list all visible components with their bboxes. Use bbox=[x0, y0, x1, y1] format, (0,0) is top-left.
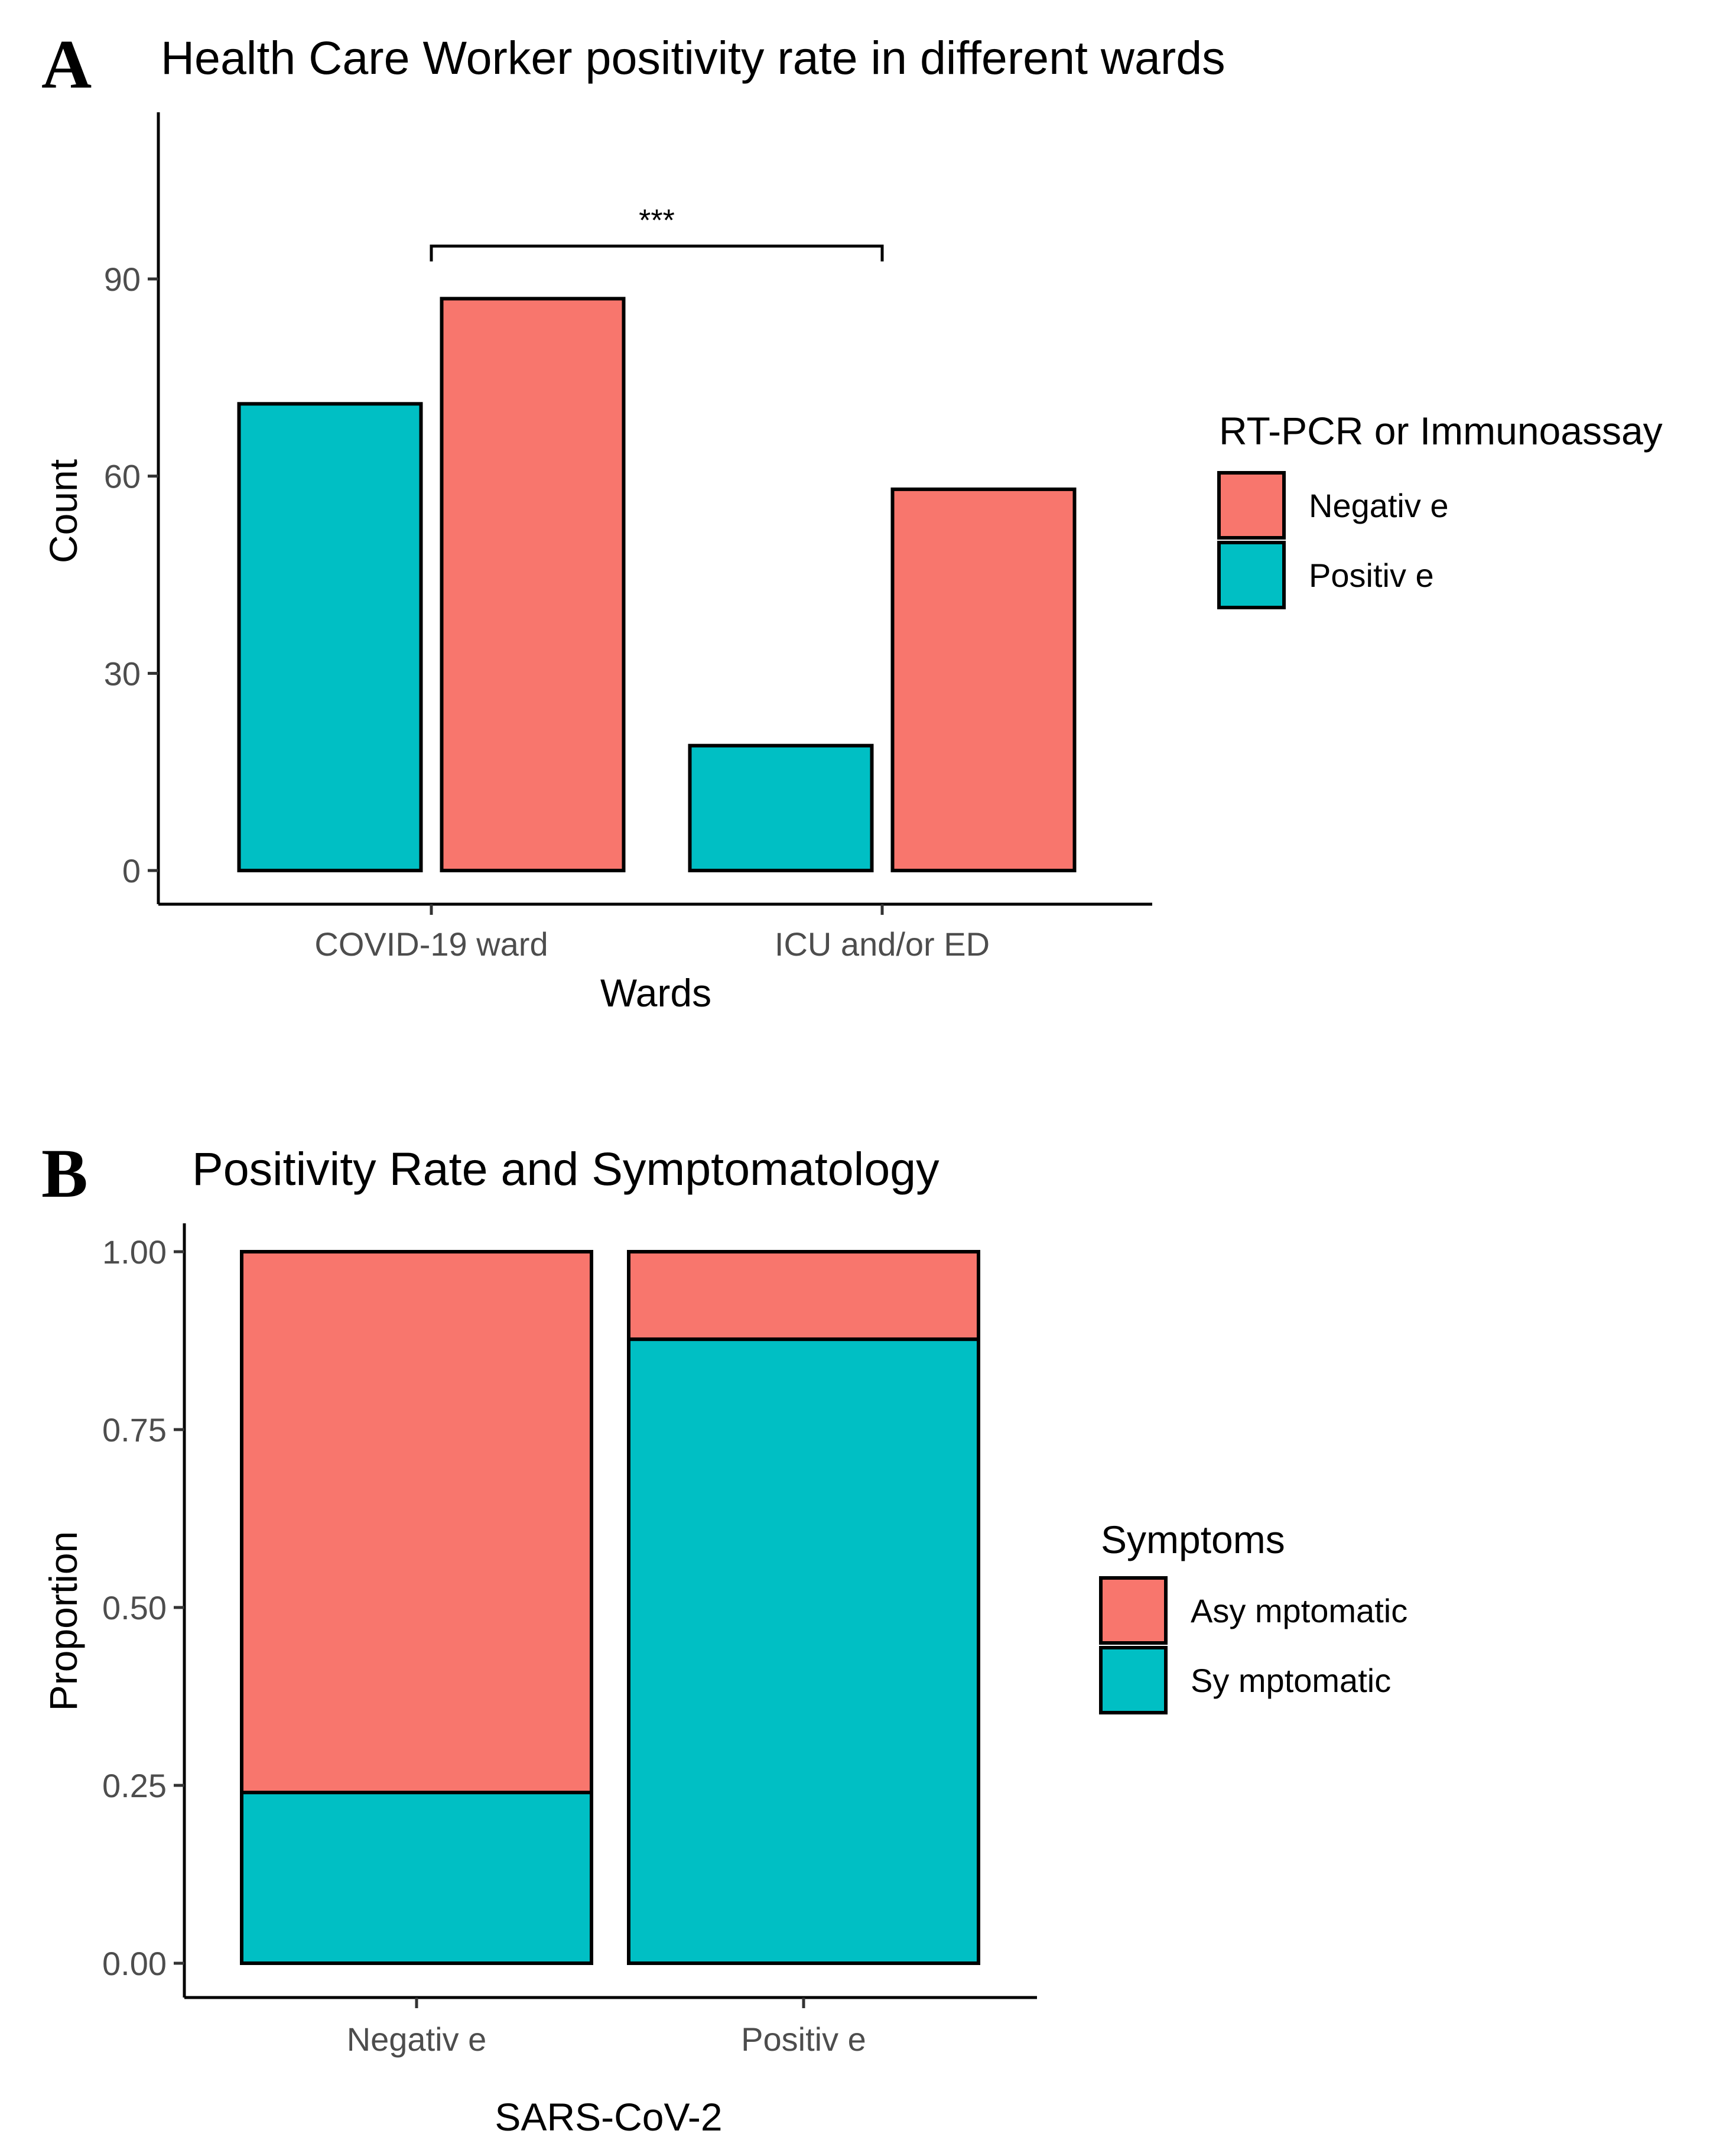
chart-b-y-tick-label: 1.00 bbox=[102, 1233, 167, 1271]
chart-a-title: Health Care Worker positivity rate in di… bbox=[161, 31, 1225, 84]
chart-a-y-tick-label: 0 bbox=[122, 852, 141, 889]
chart-b-y-axis-title: Proportion bbox=[41, 1531, 85, 1711]
chart-a-legend-label: Negativ e bbox=[1309, 487, 1449, 524]
chart-a-bar-negative-2 bbox=[890, 487, 1077, 872]
chart-b-legend-label: Asy mptomatic bbox=[1191, 1592, 1407, 1629]
panel-letter-b: B bbox=[41, 1135, 88, 1212]
chart-b-bar-asymptomatic-1 bbox=[240, 1250, 593, 1795]
chart-b-legend: Symptoms Asy mptomatic Sy mptomatic bbox=[1099, 1518, 1407, 1714]
chart-b-bar-asymptomatic-2 bbox=[627, 1250, 980, 1342]
significance-bracket bbox=[430, 244, 884, 262]
chart-b-x-axis-title: SARS-CoV-2 bbox=[495, 2095, 722, 2139]
chart-b-y-tick-label: 0.25 bbox=[102, 1767, 167, 1804]
chart-b-y-tick-label: 0.00 bbox=[102, 1945, 167, 1982]
chart-a-y-tick-label: 90 bbox=[104, 261, 141, 298]
chart-b-bar-symptomatic-1 bbox=[240, 1791, 593, 1966]
chart-b-legend-swatch bbox=[1099, 1646, 1168, 1714]
panel-a-chart: Health Care Worker positivity rate in di… bbox=[41, 31, 1663, 1015]
panel-b-chart: Positivity Rate and Symptomatology SARS-… bbox=[41, 1142, 1407, 2139]
chart-a-bar-positive-2 bbox=[688, 743, 874, 872]
chart-a-x-tick-label: COVID-19 ward bbox=[314, 925, 548, 963]
chart-b-plot-area: 0.00 0.25 0.50 0.75 1.00 Negativ e Positiv e bbox=[102, 1223, 1037, 2058]
chart-b-legend-title: Symptoms bbox=[1101, 1518, 1285, 1561]
chart-a-bar-negative-1 bbox=[440, 297, 626, 873]
chart-a-y-axis-title: Count bbox=[41, 459, 85, 563]
chart-b-y-tick-label: 0.75 bbox=[102, 1411, 167, 1449]
chart-b-legend-label: Sy mptomatic bbox=[1191, 1662, 1391, 1699]
chart-a-bar-positive-1 bbox=[237, 402, 423, 872]
chart-a-legend-label: Positiv e bbox=[1309, 557, 1434, 594]
chart-a-x-tick-label: ICU and/or ED bbox=[775, 925, 990, 963]
chart-a-legend-title: RT-PCR or Immunoassay bbox=[1219, 409, 1663, 453]
panel-letter-a: A bbox=[41, 25, 92, 103]
significance-stars: *** bbox=[639, 203, 675, 238]
chart-a-legend-swatch bbox=[1217, 541, 1286, 609]
chart-a-legend: RT-PCR or Immunoassay Negativ e Positiv e bbox=[1217, 409, 1663, 609]
chart-a-x-axis-title: Wards bbox=[600, 971, 711, 1015]
chart-b-legend-swatch bbox=[1099, 1576, 1168, 1645]
chart-b-bar-symptomatic-2 bbox=[627, 1337, 980, 1965]
chart-a-plot-area: 0 30 60 90 COVID-19 ward ICU and/or ED *** bbox=[104, 112, 1152, 963]
chart-a-legend-swatch bbox=[1217, 471, 1286, 540]
chart-b-title: Positivity Rate and Symptomatology bbox=[192, 1142, 939, 1195]
chart-b-x-tick-label: Positiv e bbox=[741, 2021, 866, 2058]
chart-a-y-tick-label: 60 bbox=[104, 458, 141, 495]
chart-b-y-tick-label: 0.50 bbox=[102, 1589, 167, 1626]
chart-b-x-tick-label: Negativ e bbox=[347, 2021, 487, 2058]
chart-a-y-tick-label: 30 bbox=[104, 655, 141, 692]
